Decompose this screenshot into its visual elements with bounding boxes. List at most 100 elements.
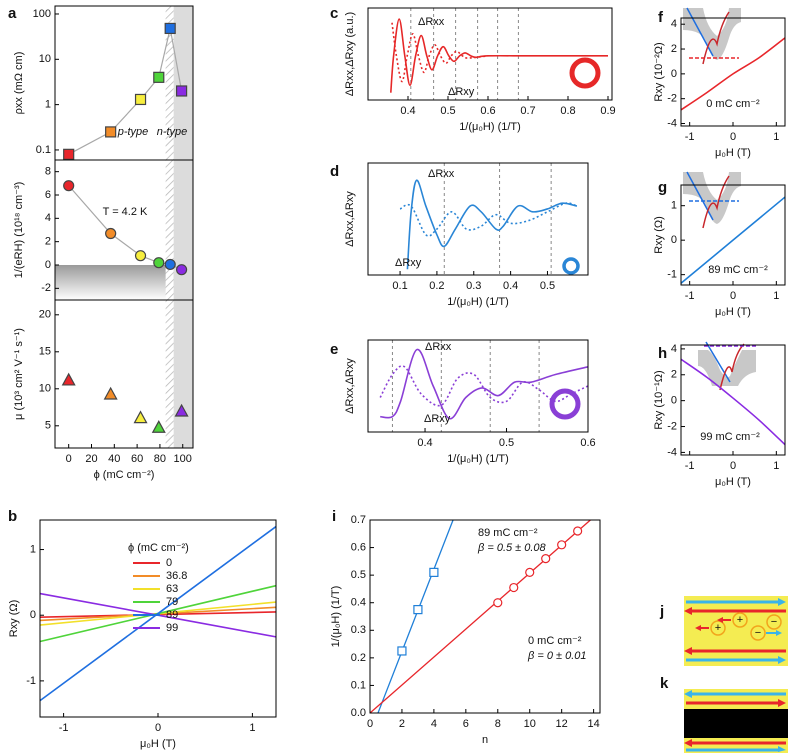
panel-letter: f: [658, 9, 664, 26]
diagram-j: + + − −: [684, 596, 788, 666]
plot-frame: [367, 7, 613, 101]
y-tick-label: 100: [33, 8, 51, 20]
plot-frame: [680, 344, 786, 456]
annotation: 0 mC cm⁻²: [706, 98, 760, 110]
series-label: ΔRxx: [425, 341, 452, 353]
panel-letter: d: [330, 163, 339, 180]
panel-letter: g: [658, 179, 667, 196]
y-tick-label: 4: [45, 212, 51, 224]
inset-g: [683, 171, 741, 229]
x-axis-label: μ₀H (T): [715, 306, 751, 318]
y-tick-label: 20: [39, 309, 51, 321]
curve: [379, 365, 589, 407]
plot-frame: [367, 339, 589, 433]
series-label: ΔRxx: [418, 16, 445, 28]
y-tick-label: -2: [41, 282, 51, 294]
plot-frame: [680, 184, 786, 286]
annotation: p-type: [117, 126, 149, 138]
plot-frame: [680, 17, 786, 127]
x-tick-label: 60: [131, 453, 143, 465]
y-axis-label: ΔRxx,ΔRxy: [344, 358, 356, 414]
x-axis-label: μ₀H (T): [715, 147, 751, 159]
x-tick-label: 0.1: [392, 280, 407, 292]
curve: [680, 196, 786, 284]
marker: [493, 598, 503, 608]
curve: [380, 348, 589, 420]
marker: [61, 372, 76, 386]
x-tick-label: 12: [556, 718, 568, 730]
x-tick-label: 80: [154, 453, 166, 465]
y-tick-label: 10: [39, 383, 51, 395]
annotation: 89 mC cm⁻²: [708, 264, 768, 276]
marker: [413, 605, 423, 615]
x-axis-label: μ₀H (T): [140, 738, 176, 750]
marker: [133, 410, 148, 424]
y-tick-label: 0.1: [36, 144, 51, 156]
curve: [406, 179, 578, 270]
y-tick-label: -1: [26, 675, 36, 687]
series-label: ΔRxy: [424, 413, 451, 425]
x-tick-label: 0.6: [480, 105, 495, 117]
x-tick-label: 0.3: [466, 280, 481, 292]
legend-label: 36.8: [166, 570, 187, 582]
y-tick-label: 1: [671, 200, 677, 212]
y-tick-label: -2: [667, 93, 677, 105]
y-axis-label: Rxy (10⁻¹Ω): [653, 370, 665, 429]
series-label: ΔRxy: [395, 257, 422, 269]
svg-text:+: +: [737, 614, 743, 626]
series-annotation: β = 0.5 ± 0.08: [477, 542, 547, 554]
x-tick-label: 0: [730, 131, 736, 143]
y-axis-label: Rxy (Ω): [8, 600, 20, 638]
shaded-region: [173, 160, 193, 300]
y-tick-label: 2: [671, 369, 677, 381]
y-tick-label: 0.5: [351, 569, 366, 581]
hatched-region: [165, 160, 174, 300]
y-tick-label: 0.7: [351, 514, 366, 526]
diagram-k: [684, 689, 788, 753]
x-tick-label: 4: [431, 718, 437, 730]
legend-label: 89: [166, 609, 178, 621]
panel-letter: j: [659, 603, 664, 620]
hatched-region: [165, 300, 174, 448]
x-tick-label: -1: [685, 131, 695, 143]
x-tick-label: -1: [685, 290, 695, 302]
y-tick-label: -2: [667, 420, 677, 432]
y-tick-label: 10: [39, 53, 51, 65]
x-tick-label: 10: [524, 718, 536, 730]
curve: [680, 37, 786, 111]
marker: [164, 22, 176, 35]
series-annotation: β = 0 ± 0.01: [527, 650, 587, 662]
annotation: n-type: [157, 126, 188, 138]
y-tick-label: 0: [671, 68, 677, 80]
y-axis-label: ΔRxx,ΔRxy: [344, 191, 356, 247]
x-tick-label: 0.2: [429, 280, 444, 292]
x-tick-label: 0: [730, 460, 736, 472]
hatched-region: [165, 6, 174, 160]
series-label: ΔRxy: [448, 86, 475, 98]
y-tick-label: 0.4: [351, 597, 366, 609]
x-tick-label: 0.8: [560, 105, 575, 117]
fit-line: [377, 519, 454, 714]
marker: [153, 257, 165, 269]
x-tick-label: 0.4: [503, 280, 518, 292]
legend-label: 99: [166, 622, 178, 634]
y-tick-label: 0.3: [351, 624, 366, 636]
legend-title: ϕ (mC cm⁻²): [128, 542, 189, 554]
y-tick-label: 2: [671, 43, 677, 55]
y-tick-label: -1: [667, 269, 677, 281]
marker: [397, 646, 407, 656]
y-tick-label: 0: [30, 609, 36, 621]
y-tick-label: 4: [671, 18, 677, 30]
marker: [63, 148, 75, 160]
y-tick-label: 8: [45, 166, 51, 178]
y-tick-label: 15: [39, 346, 51, 358]
y-tick-label: 4: [671, 343, 677, 355]
x-axis-label: 1/(μ₀H) (1/T): [447, 453, 509, 465]
shaded-region: [173, 300, 193, 448]
y-tick-label: 0: [671, 395, 677, 407]
x-tick-label: -1: [685, 460, 695, 472]
y-tick-label: 0: [671, 234, 677, 246]
x-tick-label: 0.5: [540, 280, 555, 292]
y-tick-label: 1: [45, 99, 51, 111]
